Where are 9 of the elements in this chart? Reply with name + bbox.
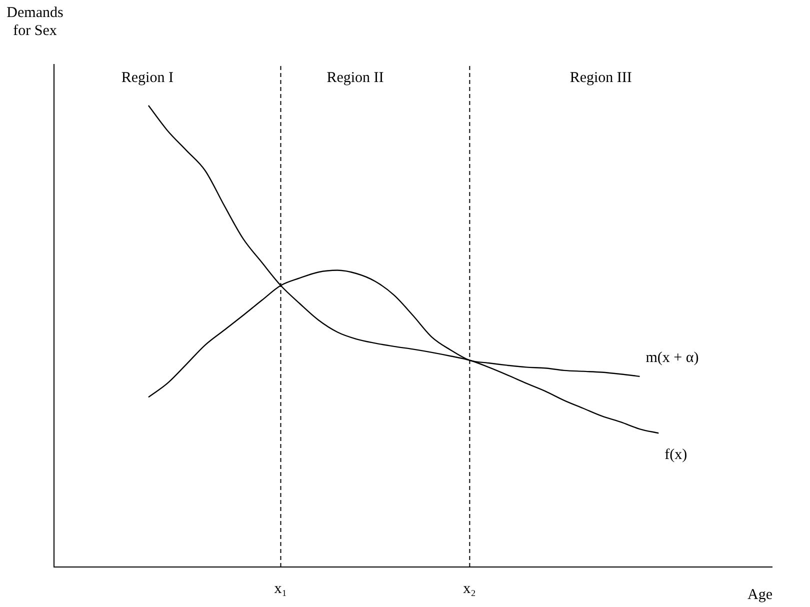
x-tick-label: x₂: [463, 580, 476, 598]
x-axis-title: Age: [748, 586, 772, 604]
y-axis-title: Demands for Sex: [6, 4, 64, 40]
text: Region III: [570, 69, 632, 87]
text: Region II: [326, 69, 384, 87]
text: Region I: [121, 69, 174, 87]
series-label: f(x): [664, 446, 688, 464]
series-label: m(x + α): [646, 349, 699, 368]
x-tick-label: x₁: [274, 580, 287, 598]
